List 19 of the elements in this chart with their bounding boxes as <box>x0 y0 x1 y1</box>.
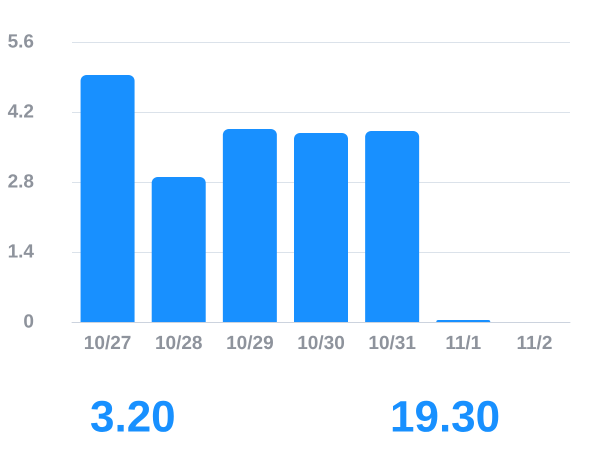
text: 19.30 <box>390 392 500 442</box>
x-tick-label: 10/28 <box>154 333 202 354</box>
text: 3.20 <box>90 392 176 442</box>
y-tick-label: 1.4 <box>8 242 34 262</box>
bar <box>152 177 206 322</box>
y-tick-label: 0 <box>23 312 34 332</box>
x-tick-label: 11/2 <box>516 333 552 354</box>
x-tick-label: 10/27 <box>84 333 132 354</box>
x-tick-label: 10/29 <box>226 333 274 354</box>
x-tick-label: 11/1 <box>445 333 482 354</box>
bar <box>80 75 135 322</box>
y-tick-label: 4.2 <box>8 102 34 122</box>
x-tick-label: 10/31 <box>368 333 416 354</box>
bar <box>365 131 420 322</box>
y-tick-label: 5.6 <box>8 32 34 52</box>
bar <box>294 133 348 322</box>
x-tick-label: 10/30 <box>297 333 345 354</box>
bar <box>222 129 277 322</box>
y-tick-label: 2.8 <box>8 172 34 192</box>
